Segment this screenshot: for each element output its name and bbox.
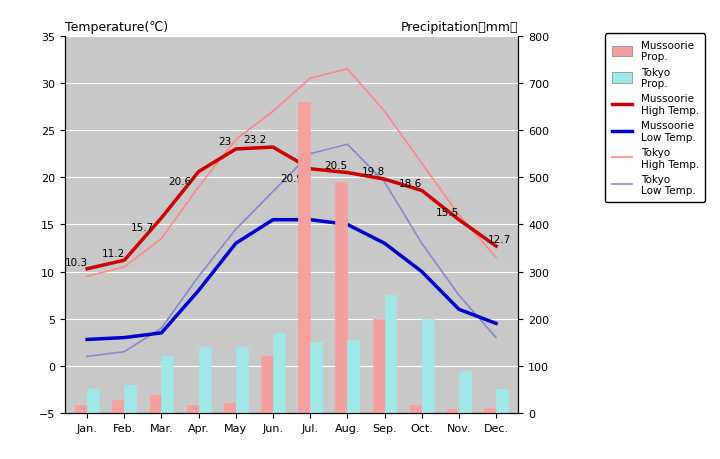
Bar — [273, 333, 285, 413]
Bar — [75, 405, 87, 413]
Text: 15.5: 15.5 — [436, 207, 459, 218]
Bar — [161, 357, 174, 413]
Bar — [384, 296, 397, 413]
Text: 20.5: 20.5 — [325, 160, 348, 170]
Bar — [87, 390, 99, 413]
Bar — [186, 405, 199, 413]
Text: 15.7: 15.7 — [131, 223, 155, 232]
Bar — [150, 395, 161, 413]
Bar — [224, 403, 236, 413]
Bar — [261, 357, 273, 413]
Bar — [447, 409, 459, 413]
Text: Precipitation（mm）: Precipitation（mm） — [401, 21, 518, 34]
Text: 10.3: 10.3 — [64, 257, 88, 267]
Text: 23: 23 — [218, 137, 231, 147]
Bar — [422, 319, 433, 413]
Text: 20.9: 20.9 — [280, 174, 303, 184]
Bar — [373, 319, 384, 413]
Legend: Mussoorie
Prop., Tokyo
Prop., Mussoorie
High Temp., Mussoorie
Low Temp., Tokyo
H: Mussoorie Prop., Tokyo Prop., Mussoorie … — [606, 34, 705, 202]
Text: 11.2: 11.2 — [102, 249, 125, 259]
Bar — [112, 400, 125, 413]
Bar — [459, 371, 471, 413]
Bar — [410, 405, 422, 413]
Bar — [496, 390, 508, 413]
Bar — [310, 342, 322, 413]
Bar — [298, 102, 310, 413]
Bar — [236, 347, 248, 413]
Text: 12.7: 12.7 — [488, 235, 511, 245]
Bar — [484, 409, 496, 413]
Text: 23.2: 23.2 — [243, 135, 266, 145]
Bar — [347, 340, 359, 413]
Text: 18.6: 18.6 — [399, 178, 422, 188]
Bar — [199, 347, 210, 413]
Text: 19.8: 19.8 — [361, 167, 385, 177]
Text: Temperature(℃): Temperature(℃) — [65, 21, 168, 34]
Bar — [125, 385, 136, 413]
Text: 20.6: 20.6 — [168, 176, 192, 186]
Bar — [336, 183, 347, 413]
